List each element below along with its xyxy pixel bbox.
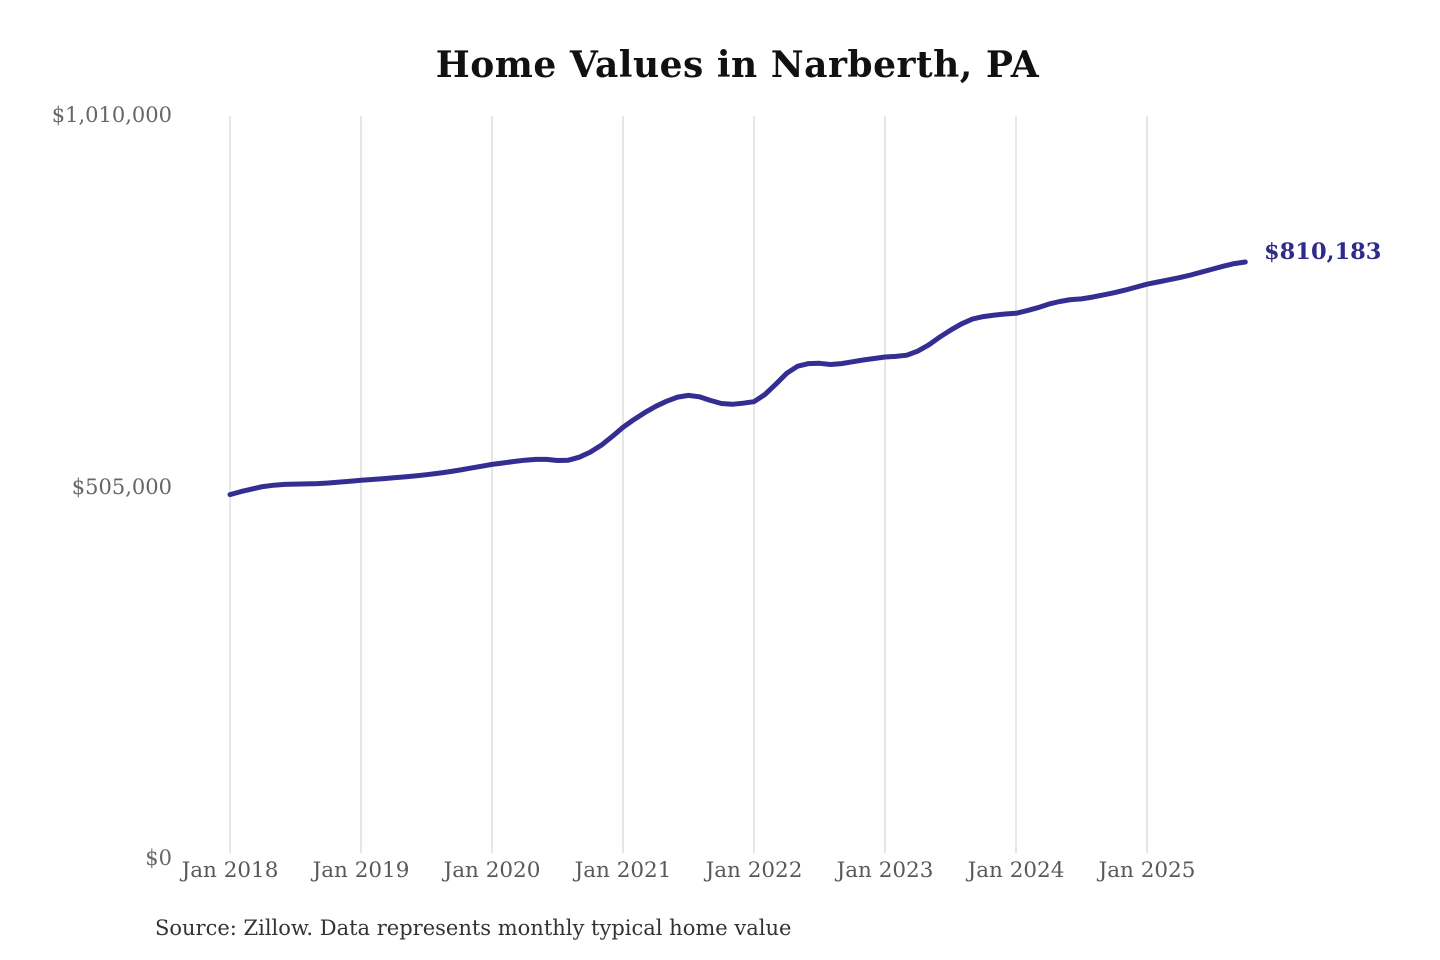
x-axis-label: Jan 2018 xyxy=(181,858,279,883)
y-axis-label: $1,010,000 xyxy=(51,103,172,127)
y-axis-label: $505,000 xyxy=(71,474,172,499)
chart-title: Home Values in Narberth, PA xyxy=(435,44,1040,86)
x-axis-label: Jan 2022 xyxy=(705,858,803,883)
x-axis-label: Jan 2024 xyxy=(967,858,1065,883)
source-note: Source: Zillow. Data represents monthly … xyxy=(155,916,792,940)
x-axis-label: Jan 2021 xyxy=(574,858,672,883)
x-axis-label: Jan 2025 xyxy=(1098,858,1196,883)
y-axis-label: $0 xyxy=(145,846,172,870)
x-axis-label: Jan 2019 xyxy=(312,858,410,883)
x-axis-label: Jan 2020 xyxy=(443,858,541,883)
x-axis-label: Jan 2023 xyxy=(836,858,934,883)
home-value-line xyxy=(227,259,1248,498)
end-value-label: $810,183 xyxy=(1264,239,1382,265)
